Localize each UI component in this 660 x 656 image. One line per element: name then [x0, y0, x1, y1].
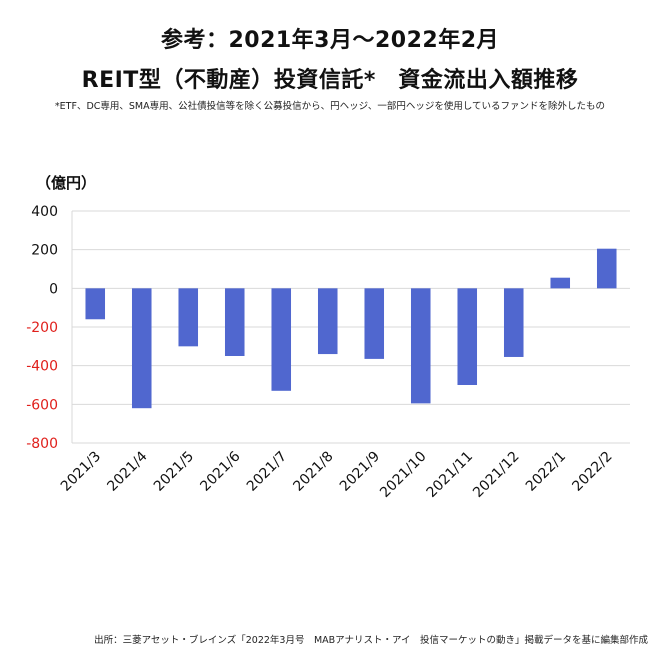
bar	[224, 288, 245, 356]
bar	[457, 288, 478, 385]
chart-title-line2: REIT型（不動産）投資信託* 資金流出入額推移	[81, 68, 579, 93]
x-tick-label: 2021/4	[104, 448, 150, 494]
x-tick-label: 2021/8	[290, 449, 336, 495]
x-tick-label: 2021/9	[337, 449, 383, 495]
y-tick-label: 0	[49, 281, 58, 297]
x-tick-label: 2021/3	[58, 449, 104, 495]
y-tick-label: -200	[26, 320, 58, 336]
x-tick-label: 2021/5	[151, 449, 197, 495]
bar	[550, 277, 571, 289]
y-tick-label: 200	[31, 243, 58, 259]
bar	[317, 288, 338, 355]
bar	[178, 288, 199, 347]
bar	[410, 288, 431, 404]
x-tick-label: 2021/10	[377, 449, 429, 501]
x-tick-label: 2021/7	[244, 449, 290, 495]
chart-footnote: *ETF、DC専用、SMA専用、公社債投信等を除く公募投信から、円ヘッジ、一部円…	[54, 101, 606, 112]
x-tick-label: 2021/12	[470, 449, 522, 501]
x-tick-label: 2022/1	[523, 449, 569, 495]
y-tick-label: -400	[26, 359, 58, 375]
x-tick-label: 2021/6	[197, 448, 243, 494]
bar	[85, 288, 106, 320]
bar	[131, 288, 152, 409]
bar	[503, 288, 524, 357]
bar	[271, 288, 292, 391]
y-tick-label: -600	[26, 397, 58, 413]
x-tick-label: 2021/11	[424, 449, 476, 501]
x-tick-label: 2022/2	[569, 449, 615, 495]
y-tick-label: 400	[31, 204, 58, 220]
chart-title-line1: 参考：2021年3月～2022年2月	[160, 28, 500, 53]
bar	[596, 248, 617, 289]
y-tick-label: -800	[26, 436, 58, 452]
bar	[364, 288, 385, 359]
y-axis-unit-label: （億円）	[36, 174, 97, 192]
source-note: 出所：三菱アセット・ブレインズ「2022年3月号 MABアナリスト・アイ 投信マ…	[94, 635, 648, 646]
